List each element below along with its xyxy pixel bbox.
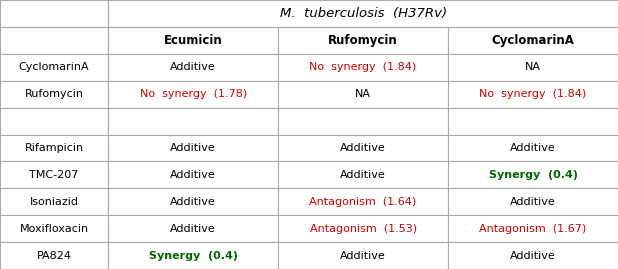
Bar: [278, 54, 448, 81]
Text: TMC-207: TMC-207: [30, 170, 78, 180]
Bar: [108, 27, 278, 54]
Bar: [0, 242, 108, 269]
Bar: [0, 134, 108, 161]
Text: Rufomycin: Rufomycin: [25, 89, 83, 99]
Bar: [448, 215, 618, 242]
Bar: [278, 215, 448, 242]
Bar: [108, 134, 278, 161]
Bar: [0, 161, 108, 188]
Text: Isoniazid: Isoniazid: [30, 197, 78, 207]
Bar: [278, 242, 448, 269]
Bar: [448, 161, 618, 188]
Bar: [448, 81, 618, 108]
Text: No  synergy  (1.78): No synergy (1.78): [140, 89, 247, 99]
Text: Synergy  (0.4): Synergy (0.4): [148, 250, 238, 261]
Text: CyclomarinA: CyclomarinA: [19, 62, 90, 72]
Bar: [108, 161, 278, 188]
Text: Synergy  (0.4): Synergy (0.4): [488, 170, 578, 180]
Bar: [108, 108, 278, 134]
Text: Moxifloxacin: Moxifloxacin: [20, 224, 88, 234]
Text: Ecumicin: Ecumicin: [164, 34, 222, 47]
Bar: [0, 188, 108, 215]
Text: PA824: PA824: [36, 250, 72, 261]
Bar: [0, 54, 108, 81]
Bar: [448, 108, 618, 134]
Bar: [448, 27, 618, 54]
Text: Additive: Additive: [170, 224, 216, 234]
Text: M.  tuberculosis  (H37Rv): M. tuberculosis (H37Rv): [279, 7, 447, 20]
Text: Additive: Additive: [340, 170, 386, 180]
Text: Additive: Additive: [510, 250, 556, 261]
Text: NA: NA: [525, 62, 541, 72]
Text: CyclomarinA: CyclomarinA: [491, 34, 575, 47]
Bar: [108, 81, 278, 108]
Text: Antagonism  (1.64): Antagonism (1.64): [310, 197, 417, 207]
Bar: [0, 0, 108, 27]
Bar: [448, 188, 618, 215]
Text: Additive: Additive: [170, 170, 216, 180]
Text: Additive: Additive: [510, 197, 556, 207]
Text: No  synergy  (1.84): No synergy (1.84): [480, 89, 586, 99]
Text: Antagonism  (1.53): Antagonism (1.53): [310, 224, 417, 234]
Text: Additive: Additive: [170, 62, 216, 72]
Bar: [278, 27, 448, 54]
Text: Additive: Additive: [170, 143, 216, 153]
Text: Rifampicin: Rifampicin: [25, 143, 83, 153]
Text: Antagonism  (1.67): Antagonism (1.67): [480, 224, 586, 234]
Text: NA: NA: [355, 89, 371, 99]
Bar: [108, 188, 278, 215]
Text: Additive: Additive: [510, 143, 556, 153]
Bar: [278, 81, 448, 108]
Bar: [0, 81, 108, 108]
Text: Additive: Additive: [340, 250, 386, 261]
Bar: [108, 0, 618, 27]
Bar: [0, 215, 108, 242]
Text: No  synergy  (1.84): No synergy (1.84): [310, 62, 417, 72]
Bar: [108, 215, 278, 242]
Text: Rufomycin: Rufomycin: [328, 34, 398, 47]
Text: Additive: Additive: [340, 143, 386, 153]
Bar: [278, 134, 448, 161]
Bar: [0, 27, 108, 54]
Bar: [0, 108, 108, 134]
Bar: [278, 108, 448, 134]
Bar: [278, 188, 448, 215]
Bar: [448, 242, 618, 269]
Text: Additive: Additive: [170, 197, 216, 207]
Bar: [448, 134, 618, 161]
Bar: [448, 54, 618, 81]
Bar: [278, 161, 448, 188]
Bar: [108, 54, 278, 81]
Bar: [108, 242, 278, 269]
